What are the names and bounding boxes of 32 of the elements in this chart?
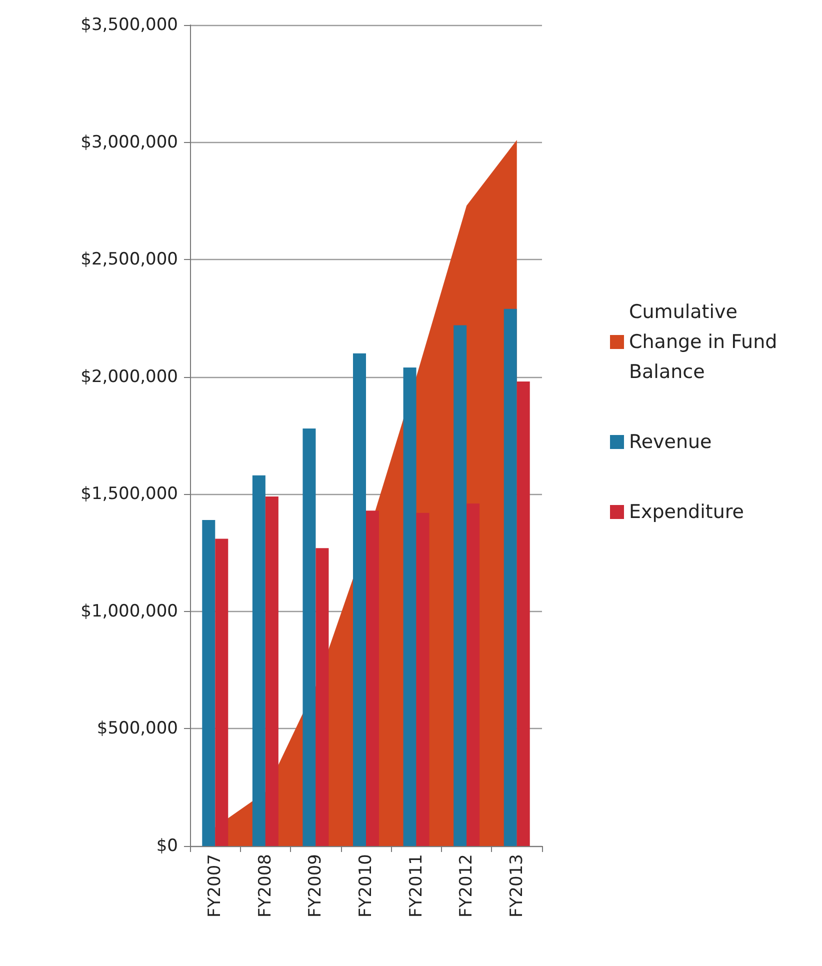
y-tick-label: $1,500,000	[80, 484, 178, 504]
y-tick-label: $2,000,000	[80, 366, 178, 387]
bar	[466, 504, 480, 846]
bar	[265, 496, 278, 846]
x-tick-label: FY2008	[255, 854, 276, 918]
bar	[252, 475, 266, 846]
bar	[316, 548, 329, 846]
bar	[504, 308, 517, 846]
x-tick-label: FY2012	[456, 854, 477, 918]
y-tick-label: $3,500,000	[80, 15, 178, 35]
bar	[454, 325, 467, 846]
bar	[416, 512, 430, 846]
x-tick-label: FY2009	[306, 854, 326, 918]
y-tick-label: $3,000,000	[80, 132, 178, 152]
y-tick-label: $0	[156, 836, 178, 856]
x-tick-label: FY2010	[356, 854, 376, 918]
legend-label: Revenue	[629, 431, 712, 453]
bar	[366, 510, 379, 846]
bar	[215, 538, 228, 846]
x-tick-label: FY2007	[205, 854, 226, 918]
y-tick-label: $2,500,000	[80, 250, 178, 270]
y-tick-label: $1,000,000	[80, 601, 178, 622]
bar	[516, 382, 530, 846]
x-tick-label: FY2011	[406, 854, 426, 918]
y-tick-label: $500,000	[96, 718, 178, 739]
legend-label: Expenditure	[629, 501, 744, 523]
bar	[403, 367, 416, 846]
bar	[353, 353, 366, 846]
legend-label: Cumulative Change in Fund Balance	[629, 301, 784, 383]
bar	[302, 428, 316, 846]
x-tick-label: FY2013	[506, 854, 527, 918]
bar	[202, 520, 216, 846]
